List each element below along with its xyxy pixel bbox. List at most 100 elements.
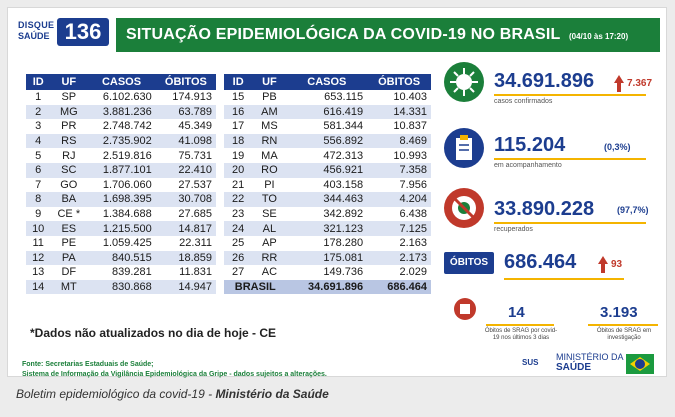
- source-line2: Sistema de Informação da Vigilância Epid…: [22, 371, 327, 378]
- states-table-left: ID UF CASOS ÓBITOS 1 SP 6.102.630 174.913 2 M…: [26, 74, 216, 295]
- cell-obitos: 63.789: [155, 104, 216, 120]
- cell-obitos: 27.685: [155, 206, 216, 222]
- cell-id: 5: [26, 148, 51, 163]
- srag-investigacao-label: Óbitos de SRAG em investigação: [596, 328, 652, 341]
- ministry-logo: MINISTÉRIO DA SAÚDE: [556, 352, 624, 373]
- cell-casos: 581.344: [286, 119, 368, 134]
- up-arrow-icon: [614, 75, 624, 92]
- sus-logo: SUS: [522, 358, 539, 367]
- source-text: Fonte: Secretarias Estaduais de Saúde; S…: [22, 360, 327, 380]
- table-row: 11 PE 1.059.425 22.311: [26, 235, 216, 251]
- cell-uf: PR: [50, 119, 88, 134]
- table-row: 12 PA 840.515 18.859: [26, 250, 216, 266]
- cell-id: 26: [224, 250, 253, 266]
- logo-line1: DISQUE: [18, 20, 55, 30]
- cell-id: 19: [224, 148, 253, 163]
- table-row: 23 SE 342.892 6.438: [224, 206, 431, 222]
- cell-uf: BA: [50, 192, 88, 207]
- cell-uf: RN: [252, 133, 287, 149]
- cell-obitos: 18.859: [155, 250, 216, 266]
- cell-id: 14: [26, 279, 51, 295]
- cell-uf: TO: [252, 192, 287, 207]
- cell-uf: RO: [252, 162, 287, 178]
- no-virus-icon: [444, 188, 484, 228]
- cell-casos: 344.463: [286, 192, 368, 207]
- underline: [494, 94, 646, 96]
- cell-uf: PB: [252, 90, 287, 105]
- col-obitos: ÓBITOS: [155, 74, 216, 90]
- cell-id: 1: [26, 90, 51, 105]
- table-row: 7 GO 1.706.060 27.537: [26, 177, 216, 193]
- cell-id: 20: [224, 162, 253, 178]
- table-header-row: ID UF CASOS ÓBITOS: [26, 74, 216, 90]
- table-row: 18 RN 556.892 8.469: [224, 133, 431, 149]
- cell-obitos: 22.311: [155, 235, 216, 251]
- cell-uf: PI: [252, 177, 287, 193]
- stat-recuperados: 33.890.228 (97,7%) recuperados: [444, 186, 664, 236]
- cell-id: 4: [26, 133, 51, 149]
- cell-id: 9: [26, 206, 51, 222]
- srag-3dias-value: 14: [508, 304, 525, 321]
- acompanhamento-pct: (0,3%): [604, 142, 631, 152]
- cell-casos: 1.877.101: [87, 162, 156, 178]
- cell-casos: 149.736: [286, 265, 368, 280]
- cell-casos: 1.215.500: [87, 221, 156, 236]
- cell-casos: 321.123: [286, 221, 368, 236]
- cell-id: 8: [26, 192, 51, 207]
- cell-id: 24: [224, 221, 253, 236]
- total-casos: 34.691.896: [286, 279, 368, 295]
- image-caption: Boletim epidemiológico da covid-19 - Min…: [0, 379, 675, 417]
- cell-casos: 839.281: [87, 265, 156, 280]
- cell-obitos: 14.331: [367, 104, 431, 120]
- cell-casos: 1.384.688: [87, 206, 156, 222]
- cell-obitos: 2.163: [367, 235, 431, 251]
- cell-uf: CE *: [50, 206, 88, 222]
- cell-uf: AP: [252, 235, 287, 251]
- cell-uf: SC: [50, 162, 88, 178]
- cell-casos: 1.059.425: [87, 235, 156, 251]
- table-row: 8 BA 1.698.395 30.708: [26, 192, 216, 207]
- table-row: 10 ES 1.215.500 14.817: [26, 221, 216, 236]
- cell-casos: 175.081: [286, 250, 368, 266]
- table-row: 9 CE * 1.384.688 27.685: [26, 206, 216, 222]
- table-row: 21 PI 403.158 7.956: [224, 177, 431, 193]
- cell-obitos: 7.956: [367, 177, 431, 193]
- table-row: 19 MA 472.313 10.993: [224, 148, 431, 163]
- cell-uf: MT: [50, 279, 88, 295]
- col-obitos: ÓBITOS: [367, 74, 431, 90]
- obitos-delta: 93: [611, 259, 623, 270]
- cell-casos: 616.419: [286, 104, 368, 120]
- cell-id: 3: [26, 119, 51, 134]
- caption-bold: Ministério da Saúde: [215, 387, 329, 401]
- total-row: BRASIL 34.691.896 686.464: [224, 279, 431, 295]
- cell-casos: 1.706.060: [87, 177, 156, 193]
- recuperados-label: recuperados: [494, 226, 533, 233]
- cell-uf: RJ: [50, 148, 88, 163]
- cell-obitos: 174.913: [155, 90, 216, 105]
- cell-uf: SP: [50, 90, 88, 105]
- cell-obitos: 14.817: [155, 221, 216, 236]
- cell-casos: 1.698.395: [87, 192, 156, 207]
- cell-obitos: 10.993: [367, 148, 431, 163]
- cell-obitos: 10.837: [367, 119, 431, 134]
- cell-obitos: 2.029: [367, 265, 431, 280]
- cell-casos: 342.892: [286, 206, 368, 222]
- cell-uf: RS: [50, 133, 88, 149]
- page-title: SITUAÇÃO EPIDEMIOLÓGICA DA COVID-19 NO B…: [126, 26, 561, 43]
- cell-uf: SE: [252, 206, 287, 222]
- up-arrow-icon: [598, 256, 608, 273]
- stat-acompanhamento: 115.204 (0,3%) em acompanhamento: [444, 128, 664, 172]
- table-row: 20 RO 456.921 7.358: [224, 162, 431, 178]
- col-casos: CASOS: [286, 74, 368, 90]
- ministry-line1: MINISTÉRIO DA: [556, 352, 624, 362]
- cell-casos: 556.892: [286, 133, 368, 149]
- cell-id: 17: [224, 119, 253, 134]
- source-line1: Fonte: Secretarias Estaduais de Saúde;: [22, 361, 154, 368]
- confirmados-delta: 7.367: [627, 78, 653, 89]
- srag-investigacao-value: 3.193: [600, 304, 638, 321]
- cell-obitos: 2.173: [367, 250, 431, 266]
- cell-id: 6: [26, 162, 51, 178]
- cell-id: 16: [224, 104, 253, 120]
- table-row: 3 PR 2.748.742 45.349: [26, 119, 216, 134]
- cell-obitos: 10.403: [367, 90, 431, 105]
